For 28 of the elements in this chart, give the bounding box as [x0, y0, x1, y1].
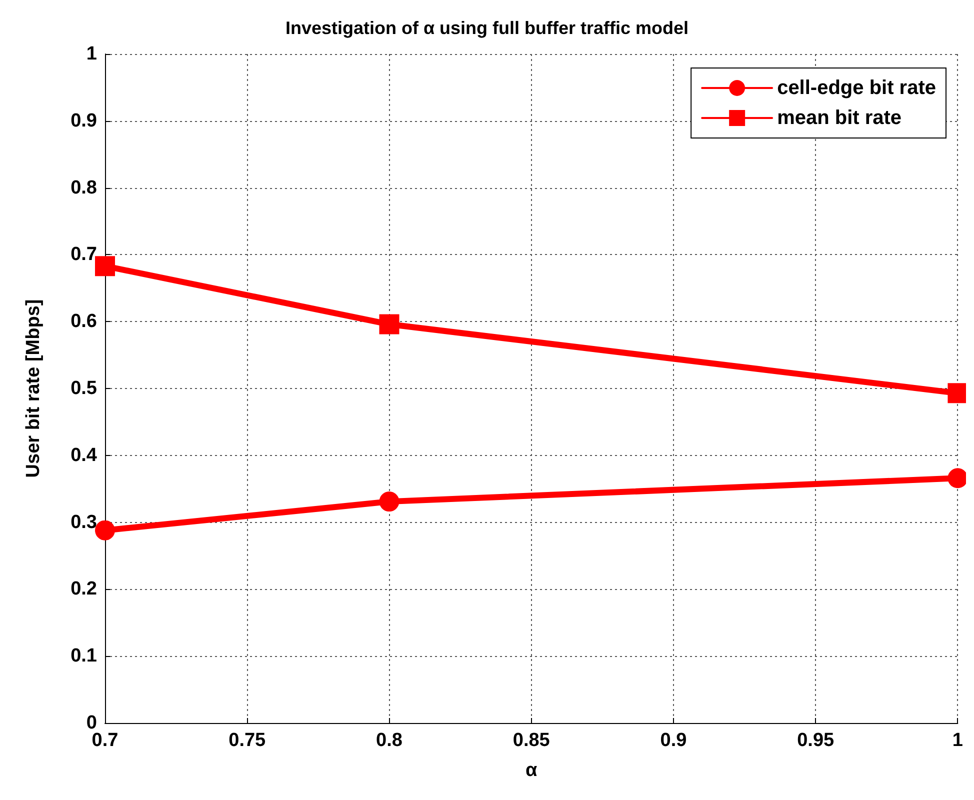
- legend-label: cell-edge bit rate: [777, 77, 936, 99]
- point: [95, 520, 115, 540]
- x-tick-label: 0.85: [512, 730, 550, 751]
- point: [379, 492, 400, 512]
- x-tick-label: 0.9: [660, 730, 687, 751]
- y-tick-label: 0.5: [70, 378, 98, 399]
- y-tick-label: 0.2: [70, 578, 97, 600]
- y-tick-label: 0.7: [70, 244, 97, 266]
- chart-title: Investigation of α using full buffer traffic model: [285, 18, 689, 38]
- point: [948, 383, 966, 404]
- y-axis-title: User bit rate [Mbps]: [23, 299, 44, 478]
- x-tick-label: 0.95: [797, 730, 835, 751]
- y-tick-label: 0: [86, 712, 97, 734]
- legend-label: mean bit rate: [777, 107, 902, 129]
- point: [379, 314, 400, 334]
- point: [948, 468, 966, 488]
- x-tick-label: 1: [952, 730, 964, 751]
- y-tick-label: 1: [86, 44, 98, 64]
- y-tick-label: 0.6: [70, 311, 97, 332]
- x-axis-title: α: [526, 760, 538, 781]
- y-tick-label: 0.4: [70, 444, 98, 466]
- x-tick-label: 0.8: [376, 730, 402, 751]
- y-tick-label: 0.9: [70, 110, 97, 132]
- y-tick-label: 0.8: [70, 177, 97, 198]
- y-tick-label: 0.3: [70, 512, 97, 533]
- y-tick-label: 0.1: [70, 646, 98, 667]
- x-tick-label: 0.75: [228, 730, 266, 751]
- point: [95, 256, 115, 276]
